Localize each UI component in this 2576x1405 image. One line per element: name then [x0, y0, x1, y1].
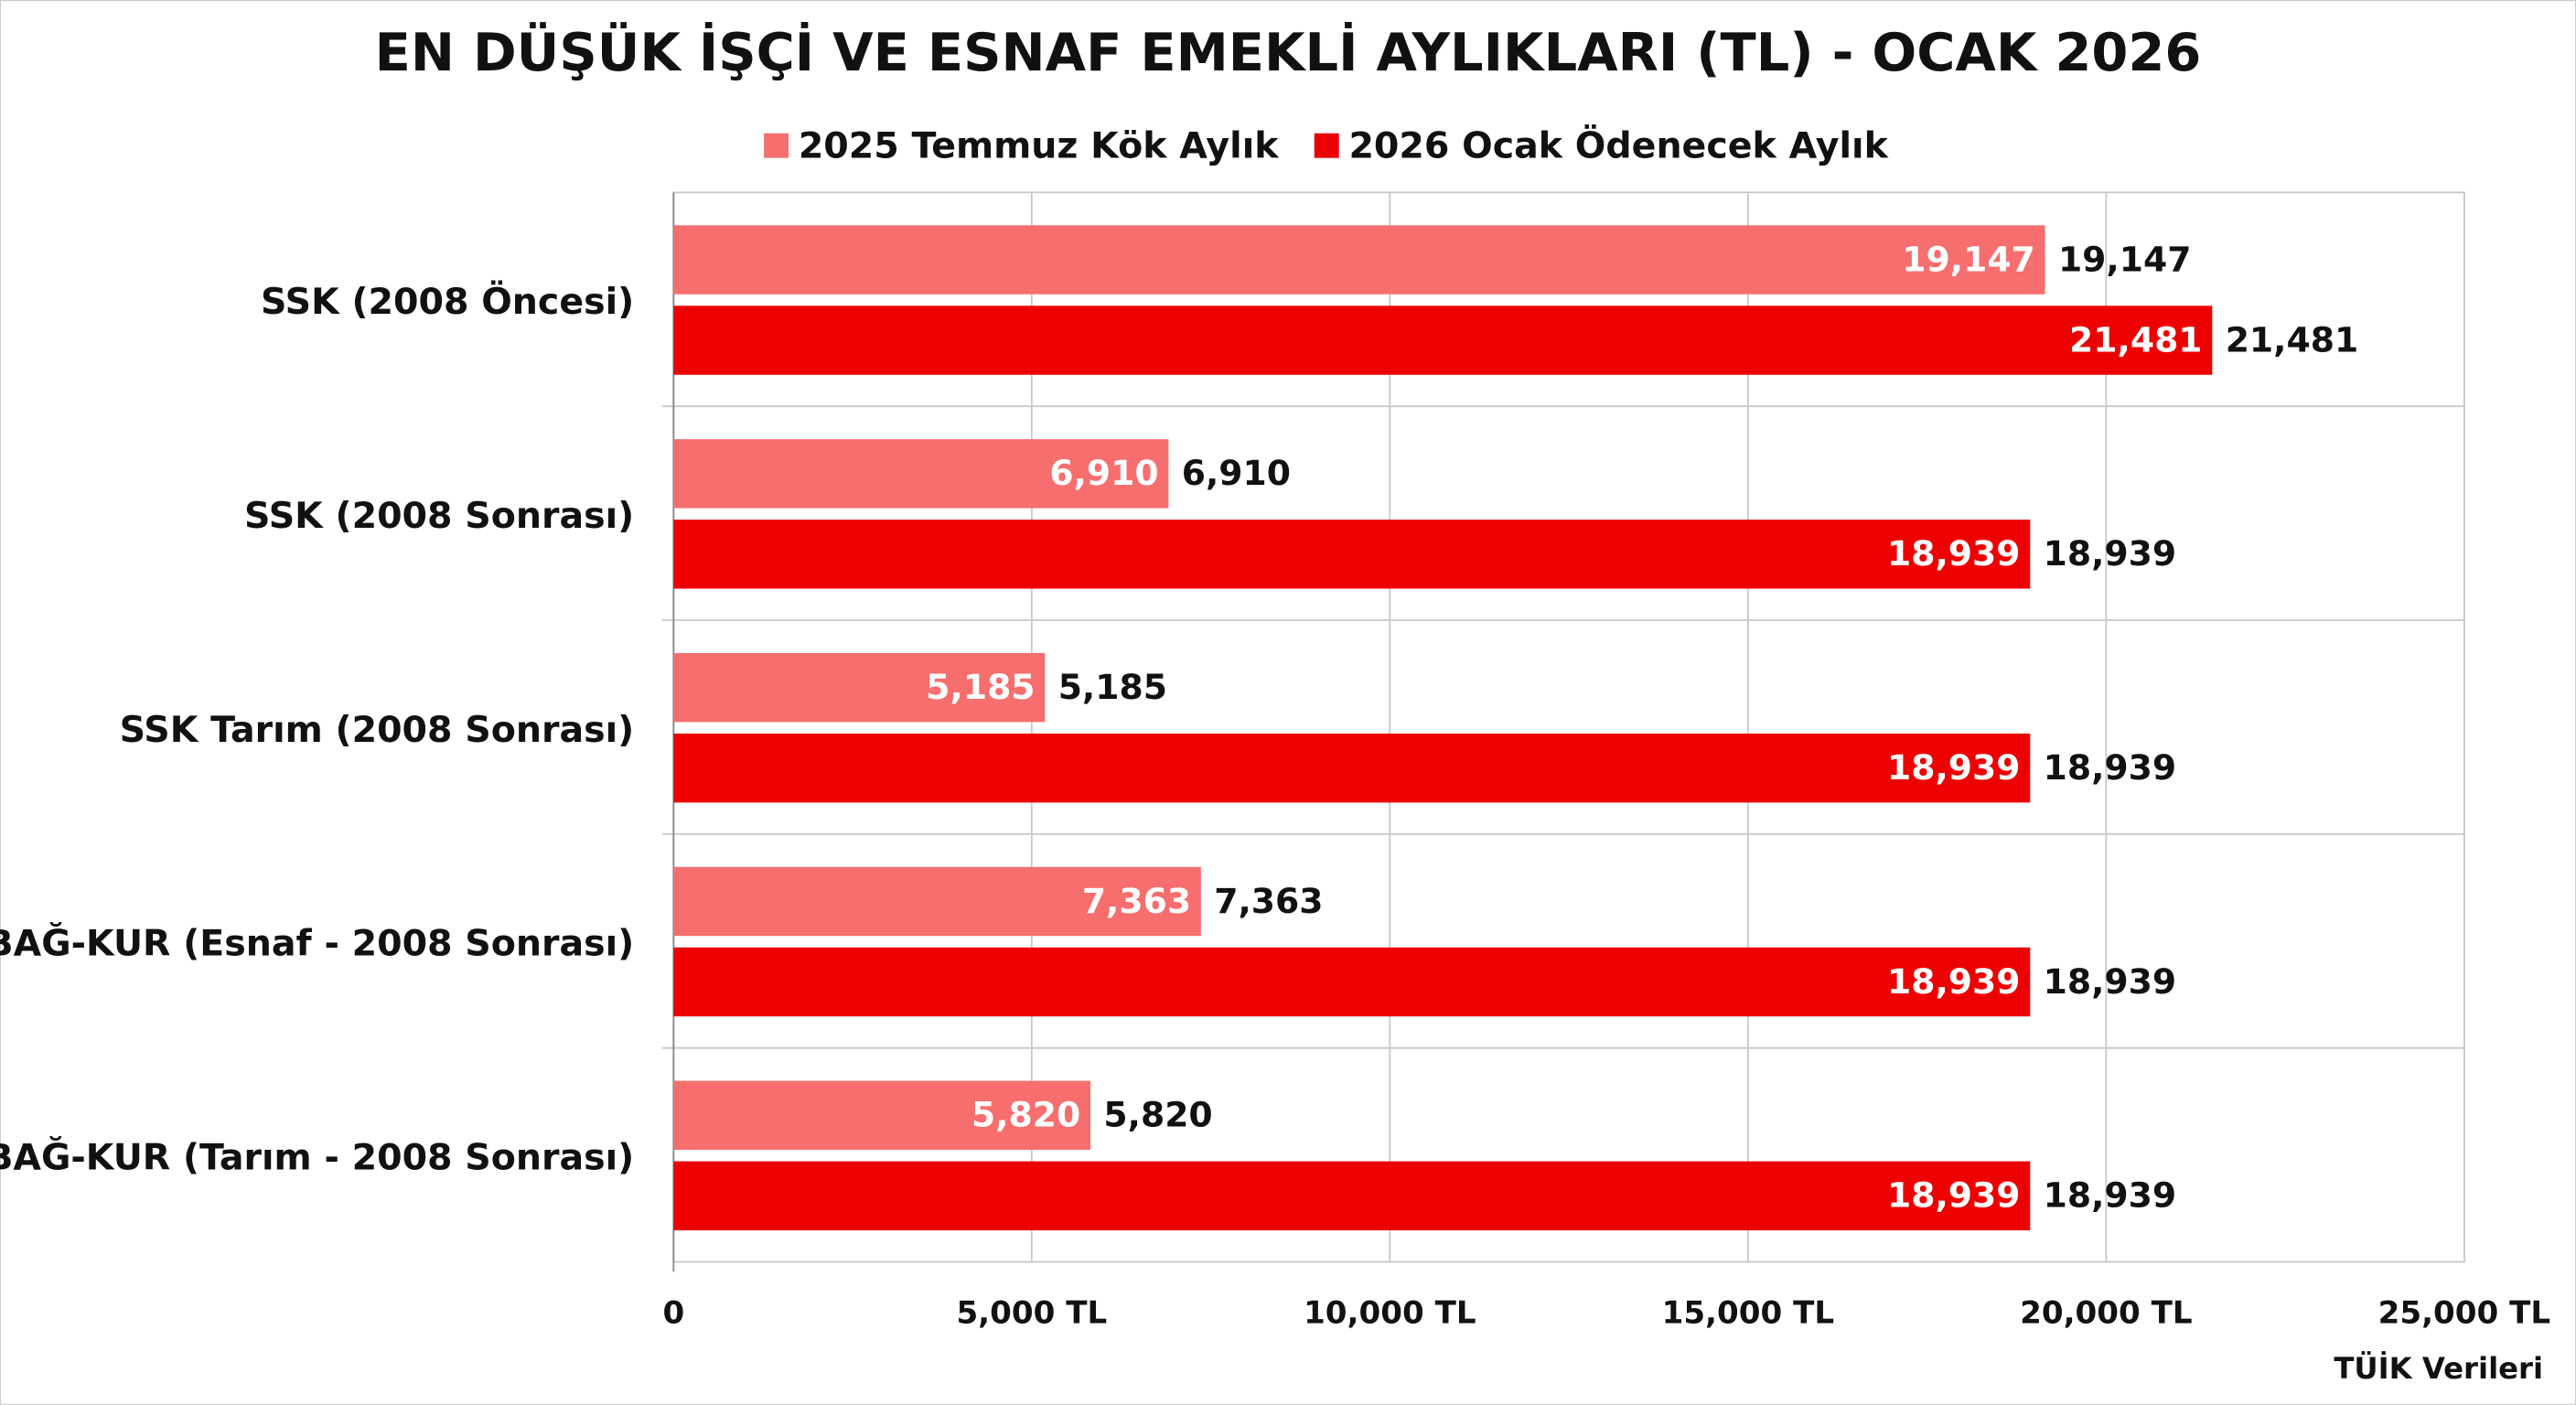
x-tick-label: 10,000 TL [1304, 1294, 1476, 1331]
legend-swatch [764, 133, 789, 158]
bar-value-label: 5,820 [1103, 1095, 1212, 1135]
bar [673, 306, 2213, 375]
bar [673, 439, 1169, 509]
x-tick-label: 15,000 TL [1662, 1294, 1835, 1331]
bar-value-label: 18,939 [2044, 747, 2177, 788]
bar [673, 1161, 2031, 1231]
x-tick-label: 25,000 TL [2378, 1294, 2551, 1331]
bar-value-label-inside: 19,147 [1902, 239, 2035, 279]
bar-value-label-inside: 5,185 [926, 667, 1035, 707]
bar-value-label-inside: 18,939 [1887, 533, 2021, 574]
bar [673, 733, 2031, 803]
bar [673, 1080, 1091, 1151]
bar-value-label: 18,939 [2044, 533, 2177, 574]
category-label: BAĞ-KUR (Tarım - 2008 Sonrası) [0, 1135, 634, 1178]
x-tick-label: 5,000 TL [956, 1294, 1107, 1331]
legend-swatch [1314, 133, 1339, 158]
x-tick-label: 20,000 TL [2020, 1294, 2193, 1331]
legend-label: 2025 Temmuz Kök Aylık [799, 124, 1280, 166]
chart-title: EN DÜŞÜK İŞÇİ VE ESNAF EMEKLİ AYLIKLARI … [375, 22, 2202, 83]
bar-value-label: 7,363 [1214, 881, 1323, 921]
bar [673, 947, 2031, 1017]
bar-value-label-inside: 18,939 [1887, 747, 2021, 788]
bar-value-label: 18,939 [2044, 961, 2177, 1002]
source-note: TÜİK Verileri [2334, 1351, 2543, 1386]
bar [673, 652, 1046, 723]
bar-value-label-inside: 18,939 [1887, 1175, 2021, 1216]
bar-value-label: 19,147 [2058, 239, 2192, 279]
legend-label: 2026 Ocak Ödenecek Aylık [1348, 123, 1889, 166]
category-label: SSK (2008 Öncesi) [261, 280, 634, 323]
bar-value-label: 6,910 [1182, 453, 1291, 493]
bar [673, 225, 2045, 295]
category-label: SSK (2008 Sonrası) [244, 495, 634, 537]
bar-value-label: 21,481 [2226, 319, 2359, 359]
bar-value-label-inside: 7,363 [1082, 881, 1191, 921]
category-label: SSK Tarım (2008 Sonrası) [120, 709, 635, 751]
bar-value-label-inside: 21,481 [2069, 319, 2203, 359]
bar-value-label: 5,185 [1058, 667, 1167, 707]
category-label: BAĞ-KUR (Esnaf - 2008 Sonrası) [0, 922, 634, 965]
bar-value-label-inside: 6,910 [1049, 453, 1158, 493]
bar-value-label-inside: 5,820 [971, 1095, 1080, 1135]
bar-value-label: 18,939 [2044, 1175, 2177, 1216]
bar [673, 520, 2031, 589]
bar [673, 866, 1201, 937]
bar-value-label-inside: 18,939 [1887, 961, 2021, 1002]
x-tick-label: 0 [662, 1294, 684, 1331]
